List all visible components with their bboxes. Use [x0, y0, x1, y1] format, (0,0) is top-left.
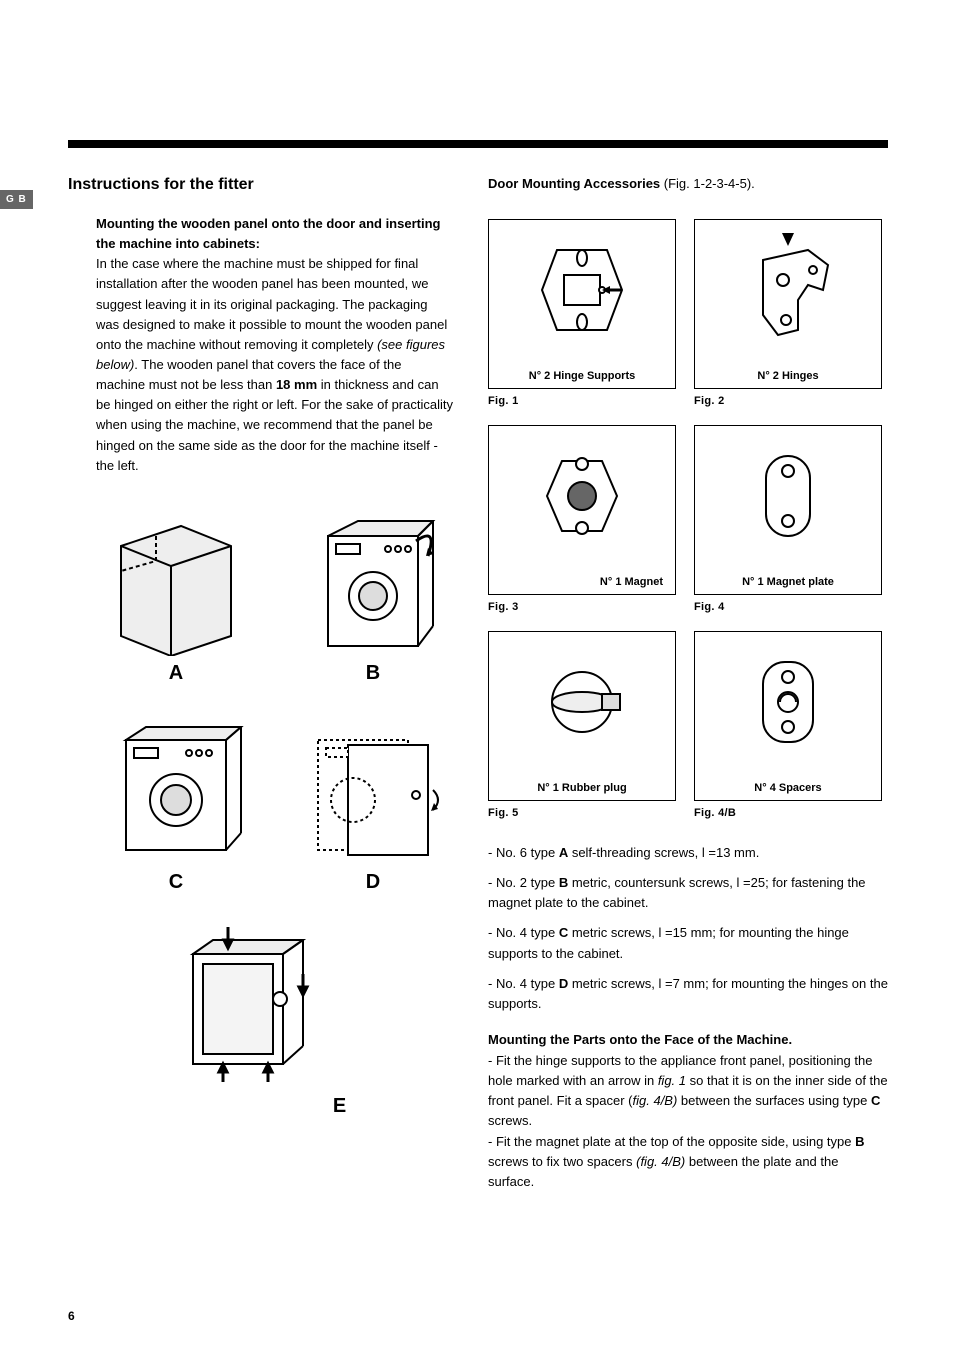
figure-caption: Fig. 2	[694, 395, 882, 407]
figure-box: N° 2 Hinge Supports	[488, 219, 676, 389]
t: - No. 4 type	[488, 925, 559, 940]
washer-open-icon	[298, 506, 448, 656]
accessories-title: Door Mounting Accessories (Fig. 1-2-3-4-…	[488, 176, 888, 191]
t: B	[559, 875, 568, 890]
figure-box: N° 2 Hinges	[694, 219, 882, 389]
figure-cell: N° 4 Spacers Fig. 4/B	[694, 631, 882, 819]
t: (fig. 4/B)	[636, 1154, 685, 1169]
right-column: Door Mounting Accessories (Fig. 1-2-3-4-…	[488, 176, 888, 1192]
diagram-label: E	[216, 1095, 463, 1118]
hinge-icon	[728, 230, 848, 350]
t: C	[871, 1093, 880, 1108]
figure-caption: Fig. 4/B	[694, 807, 882, 819]
t: A	[559, 845, 568, 860]
figure-caption: Fig. 1	[488, 395, 676, 407]
figure-label: N° 4 Spacers	[754, 782, 821, 794]
t: - No. 6 type	[488, 845, 559, 860]
rubber-plug-icon	[522, 642, 642, 762]
diagram-c: C	[96, 715, 256, 894]
mounting-para-2: - Fit the magnet plate at the top of the…	[488, 1132, 888, 1192]
t: D	[559, 976, 568, 991]
washer-box-icon	[101, 506, 251, 656]
diagram-d: D	[293, 715, 453, 894]
magnet-icon	[522, 436, 642, 556]
t: - No. 2 type	[488, 875, 559, 890]
screw-item: - No. 6 type A self-threading screws, l …	[488, 843, 888, 863]
hinge-support-icon	[522, 230, 642, 350]
t: fig. 1	[658, 1073, 686, 1088]
section-title: Instructions for the fitter	[68, 176, 463, 194]
t: self-threading screws, l =13 mm.	[568, 845, 759, 860]
diagram-row-cd: C D	[96, 715, 463, 894]
diagram-label: C	[169, 871, 183, 894]
figure-label: N° 1 Magnet	[600, 576, 663, 588]
figure-caption: Fig. 3	[488, 601, 676, 613]
para-bold: 18 mm	[276, 377, 317, 392]
figure-caption: Fig. 5	[488, 807, 676, 819]
mounting-title: Mounting the Parts onto the Face of the …	[488, 1032, 888, 1047]
figure-box: N° 1 Magnet plate	[694, 425, 882, 595]
diagram-row-ab: A B	[96, 506, 463, 685]
top-separator	[68, 140, 888, 148]
figure-label: N° 1 Rubber plug	[537, 782, 626, 794]
figure-box: N° 4 Spacers	[694, 631, 882, 801]
diagram-label: D	[366, 871, 380, 894]
washer-insert-icon	[168, 924, 318, 1084]
left-column: Instructions for the fitter Mounting the…	[68, 176, 463, 1118]
diagram-label: B	[366, 662, 380, 685]
language-tab: G B	[0, 190, 33, 209]
t: C	[559, 925, 568, 940]
acc-title-bold: Door Mounting Accessories	[488, 176, 660, 191]
screw-list: - No. 6 type A self-threading screws, l …	[488, 843, 888, 1014]
screw-item: - No. 2 type B metric, countersunk screw…	[488, 873, 888, 913]
figure-label: N° 2 Hinges	[757, 370, 818, 382]
screw-item: - No. 4 type C metric screws, l =15 mm; …	[488, 923, 888, 963]
t: screws to fix two spacers	[488, 1154, 636, 1169]
figure-cell: N° 1 Rubber plug Fig. 5	[488, 631, 676, 819]
figure-cell: N° 1 Magnet plate Fig. 4	[694, 425, 882, 613]
t: B	[855, 1134, 864, 1149]
t: fig. 4/B)	[633, 1093, 678, 1108]
figure-box: N° 1 Magnet	[488, 425, 676, 595]
figure-label: N° 1 Magnet plate	[742, 576, 834, 588]
figure-cell: N° 2 Hinge Supports Fig. 1	[488, 219, 676, 407]
t: - No. 4 type	[488, 976, 559, 991]
diagram-e: E	[168, 924, 463, 1118]
page-number: 6	[68, 1309, 75, 1323]
figure-caption: Fig. 4	[694, 601, 882, 613]
diagram-b: B	[293, 506, 453, 685]
diagram-label: A	[169, 662, 183, 685]
figure-grid: N° 2 Hinge Supports Fig. 1 N° 2 Hinges F…	[488, 219, 888, 819]
intro-paragraph: In the case where the machine must be sh…	[96, 254, 463, 476]
mounting-para-1: - Fit the hinge supports to the applianc…	[488, 1051, 888, 1132]
figure-label: N° 2 Hinge Supports	[529, 370, 635, 382]
t: screws.	[488, 1113, 532, 1128]
magnet-plate-icon	[728, 436, 848, 556]
screw-item: - No. 4 type D metric screws, l =7 mm; f…	[488, 974, 888, 1014]
figure-cell: N° 2 Hinges Fig. 2	[694, 219, 882, 407]
diagram-a: A	[96, 506, 256, 685]
sub-heading: Mounting the wooden panel onto the door …	[96, 214, 463, 254]
washer-panel-icon	[298, 715, 448, 865]
washer-front-icon	[101, 715, 251, 865]
acc-title-rest: (Fig. 1-2-3-4-5).	[660, 176, 755, 191]
spacers-icon	[728, 642, 848, 762]
figure-box: N° 1 Rubber plug	[488, 631, 676, 801]
t: - Fit the magnet plate at the top of the…	[488, 1134, 855, 1149]
t: between the surfaces using type	[677, 1093, 871, 1108]
figure-cell: N° 1 Magnet Fig. 3	[488, 425, 676, 613]
